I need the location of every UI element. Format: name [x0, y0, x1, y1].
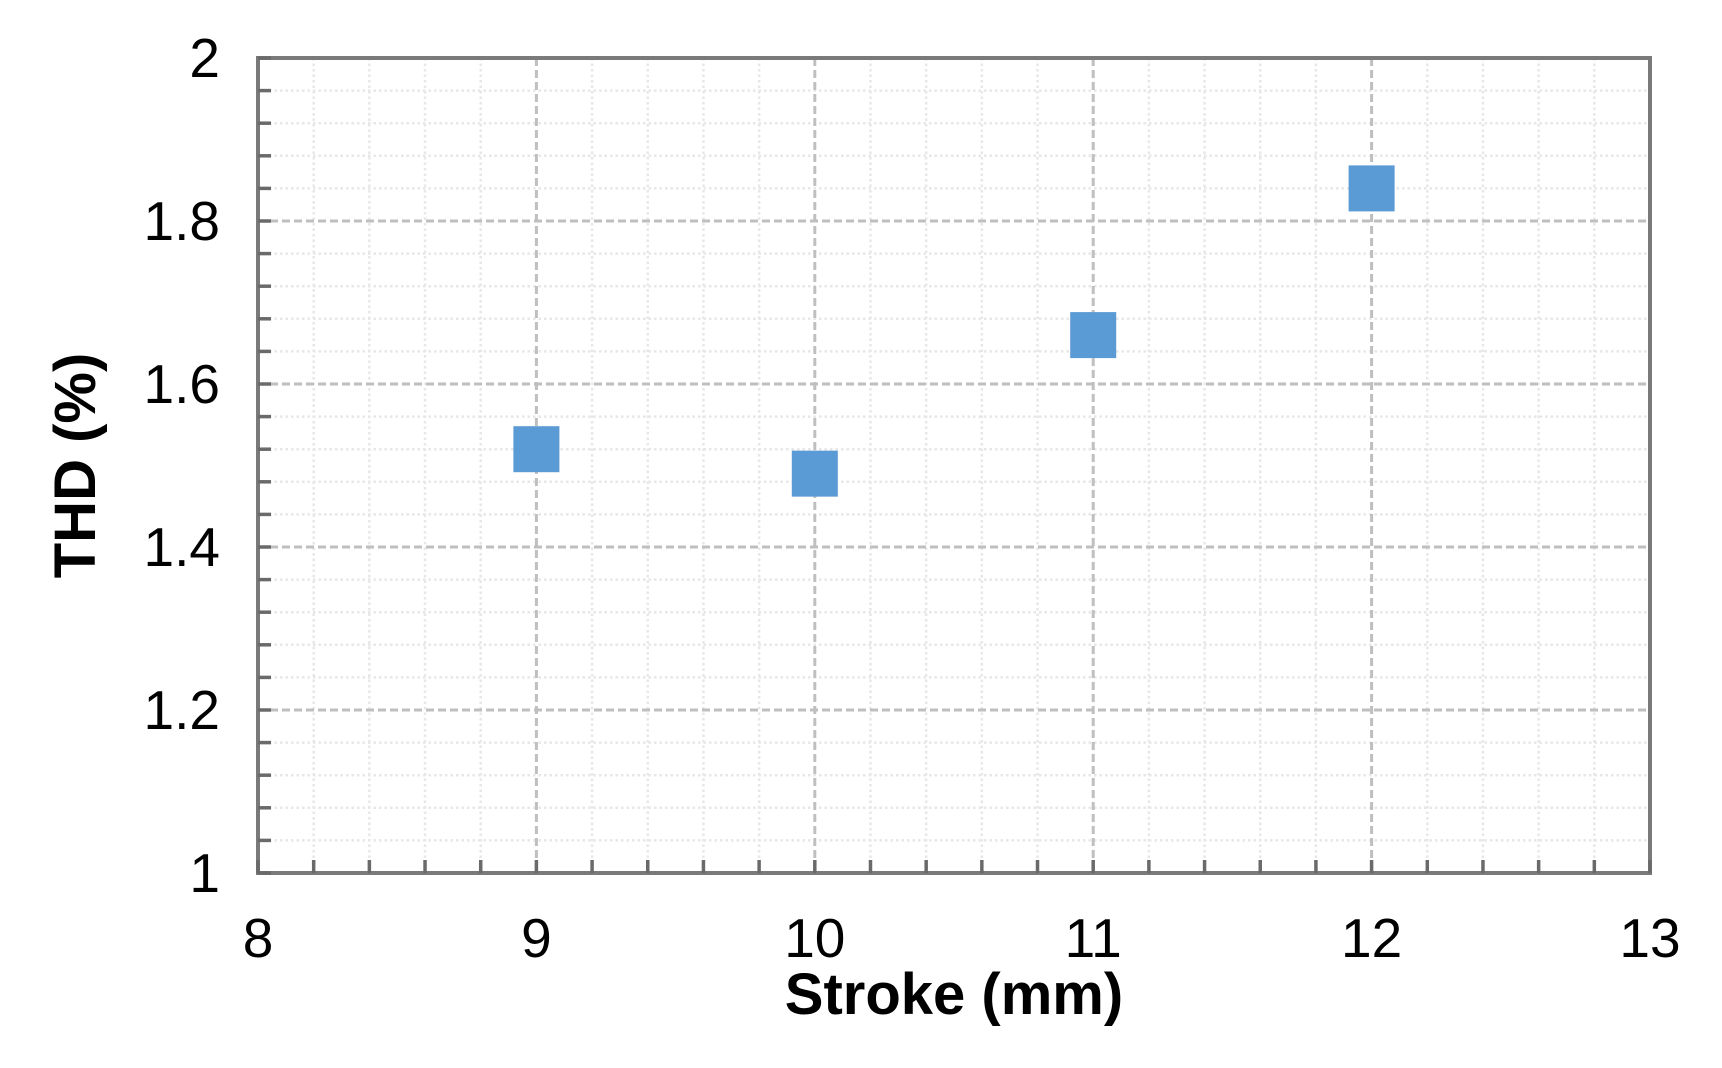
data-points — [513, 165, 1395, 497]
x-tick-label: 11 — [1065, 907, 1122, 969]
x-tick-label: 8 — [243, 907, 274, 969]
plot-area-border — [256, 56, 1652, 875]
y-axis-title: THD (%) — [43, 353, 108, 579]
x-tick-label: 13 — [1619, 907, 1680, 969]
x-tick-label: 10 — [784, 907, 845, 969]
y-tick-label: 1.2 — [144, 679, 220, 741]
x-tick-label: 9 — [521, 907, 552, 969]
y-tick-label: 2 — [189, 27, 220, 89]
y-tick-label: 1.6 — [144, 353, 220, 415]
x-tick-label: 12 — [1341, 907, 1402, 969]
y-tick-label: 1.8 — [144, 190, 220, 252]
scatter-point — [513, 426, 560, 473]
x-tick-labels: 8 9 10 11 12 13 — [243, 907, 1681, 969]
scatter-point — [1348, 165, 1395, 212]
scatter-point — [1070, 312, 1117, 359]
y-tick-label: 1 — [189, 842, 220, 904]
scatter-point — [791, 450, 838, 497]
y-tick-label: 1.4 — [144, 516, 220, 578]
tick-marks — [256, 56, 1652, 875]
major-gridlines — [258, 58, 1650, 873]
x-axis-title: Stroke (mm) — [785, 962, 1123, 1027]
y-tick-labels: 1 1.2 1.4 1.6 1.8 2 — [144, 27, 220, 904]
minor-gridlines — [258, 58, 1650, 873]
